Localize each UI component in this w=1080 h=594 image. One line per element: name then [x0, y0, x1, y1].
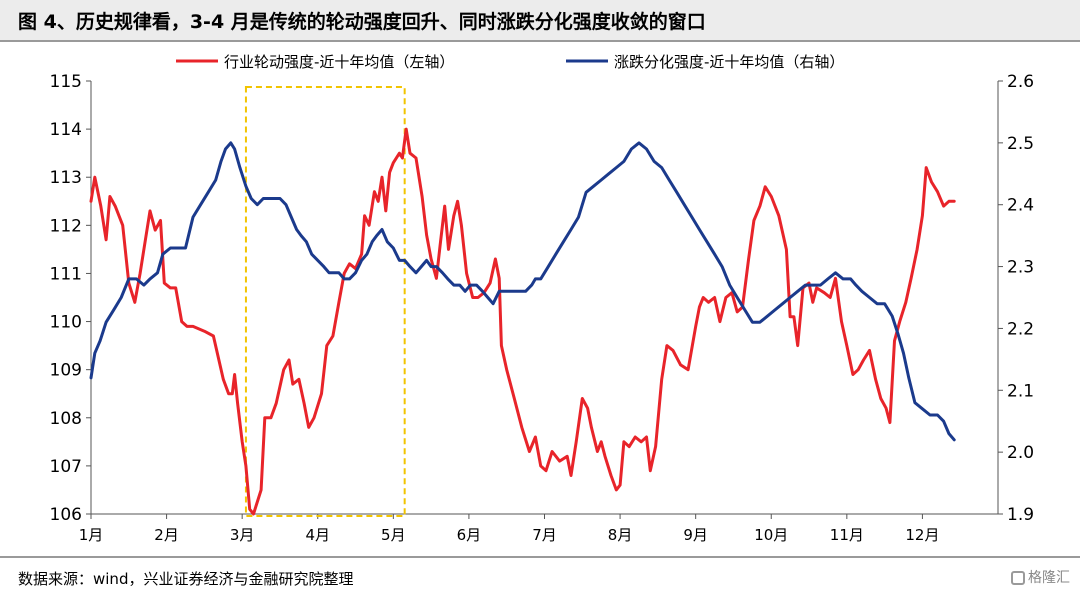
legend-label-left: 行业轮动强度-近十年均值（左轴） [224, 53, 454, 71]
figure-title: 图 4、历史规律看，3-4 月是传统的轮动强度回升、同时涨跌分化强度收敛的窗口 [18, 11, 706, 33]
right-tick-label: 2.5 [1007, 134, 1034, 154]
left-tick-label: 109 [50, 361, 82, 381]
x-tick-label: 8月 [608, 526, 633, 544]
left-tick-label: 111 [50, 264, 82, 284]
x-tick-label: 4月 [305, 526, 330, 544]
left-tick-label: 114 [50, 120, 82, 140]
x-tick-label: 12月 [905, 526, 939, 544]
right-tick-label: 2.2 [1007, 319, 1034, 339]
x-tick-label: 11月 [830, 526, 864, 544]
highlight-window [244, 86, 406, 517]
x-tick-label: 2月 [154, 526, 179, 544]
x-tick-label: 9月 [683, 526, 708, 544]
left-tick-label: 107 [50, 457, 82, 477]
watermark-logo-icon [1011, 571, 1025, 585]
chart-legend: 行业轮动强度-近十年均值（左轴） 涨跌分化强度-近十年均值（右轴） [176, 53, 844, 71]
left-tick-label: 115 [50, 72, 82, 92]
rotation-strength-line [89, 127, 956, 516]
x-tick-label: 1月 [79, 526, 104, 544]
watermark-text: 格隆汇 [1028, 570, 1070, 586]
right-tick-label: 2.4 [1007, 196, 1034, 216]
x-tick-label: 7月 [532, 526, 557, 544]
x-tick-label: 3月 [230, 526, 255, 544]
source-note: 数据来源：wind，兴业证券经济与金融研究院整理 [18, 570, 354, 588]
left-tick-label: 112 [50, 216, 82, 236]
divergence-strength-line [89, 141, 956, 442]
left-tick-label: 110 [50, 313, 82, 333]
right-tick-label: 2.1 [1007, 381, 1034, 401]
x-tick-label: 10月 [754, 526, 788, 544]
x-tick-label: 6月 [457, 526, 482, 544]
legend-label-right: 涨跌分化强度-近十年均值（右轴） [614, 53, 844, 71]
right-tick-label: 2.3 [1007, 258, 1034, 278]
left-tick-label: 106 [50, 505, 82, 525]
right-tick-label: 2.0 [1007, 443, 1034, 463]
source-bar: 数据来源：wind，兴业证券经济与金融研究院整理 格隆汇 [0, 556, 1080, 594]
line-chart: 行业轮动强度-近十年均值（左轴） 涨跌分化强度-近十年均值（右轴） 106 107… [50, 53, 1035, 544]
right-tick-label: 2.6 [1007, 72, 1034, 92]
left-tick-label: 108 [50, 409, 82, 429]
watermark: 格隆汇 [1011, 567, 1070, 587]
x-tick-label: 5月 [381, 526, 406, 544]
right-tick-label: 1.9 [1007, 505, 1034, 525]
title-bar: 图 4、历史规律看，3-4 月是传统的轮动强度回升、同时涨跌分化强度收敛的窗口 [0, 0, 1080, 42]
left-tick-label: 113 [50, 168, 82, 188]
